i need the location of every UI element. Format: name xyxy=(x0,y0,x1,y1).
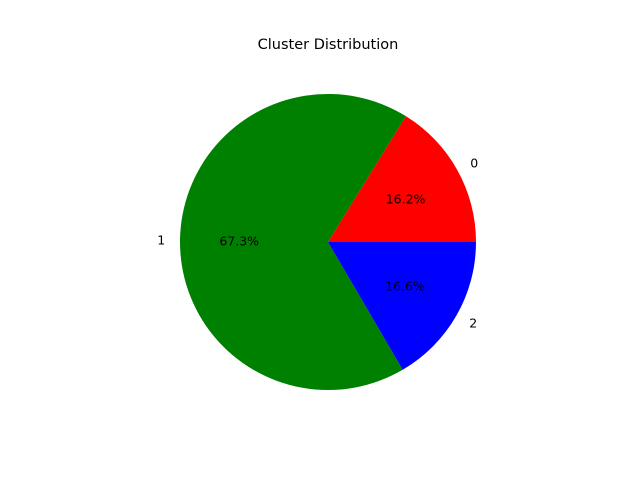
pie-slice-0 xyxy=(328,116,476,242)
pie-percent-label-2: 16.6% xyxy=(385,279,425,294)
pie-percent-label-1: 67.3% xyxy=(219,233,259,248)
pie-slice-2 xyxy=(328,242,476,370)
pie-slices xyxy=(179,93,476,390)
pie-slice-1 xyxy=(179,93,406,390)
pie-category-label-2: 2 xyxy=(469,316,477,331)
pie-percent-label-0: 16.2% xyxy=(386,191,426,206)
chart-title: Cluster Distribution xyxy=(258,37,399,53)
pie-category-label-0: 0 xyxy=(470,155,478,170)
pie-category-label-1: 1 xyxy=(157,232,165,247)
pie-labels: 16.2% 0 67.3% 1 16.6% 2 xyxy=(157,155,478,330)
